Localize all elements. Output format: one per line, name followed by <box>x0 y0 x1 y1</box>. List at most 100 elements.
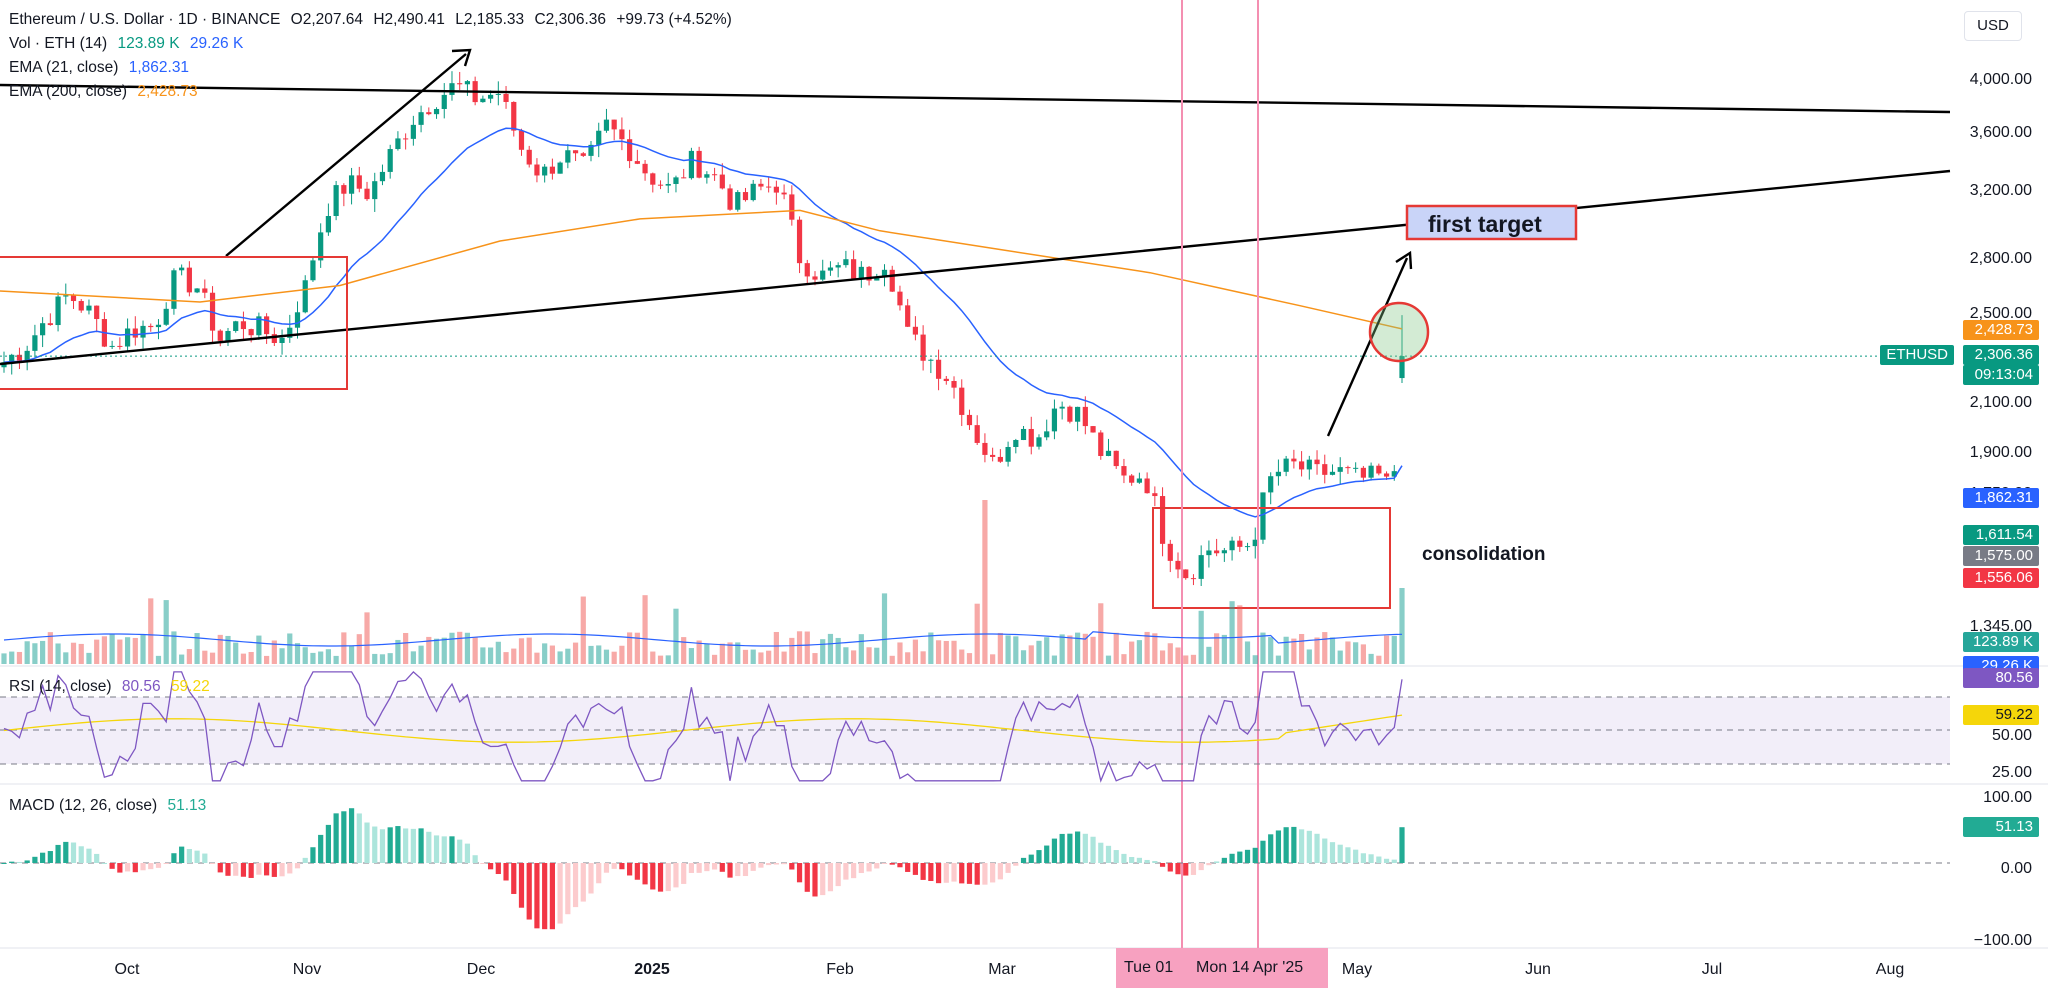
macd-bar <box>974 863 980 885</box>
volume-bar <box>1275 655 1282 664</box>
volume-bar <box>1082 633 1088 664</box>
macd-bar <box>766 863 772 866</box>
macd-bar <box>356 813 362 863</box>
first-target-box <box>1405 204 1578 241</box>
volume-bar <box>1237 605 1243 664</box>
rsi-label: RSI (14, close) <box>9 678 112 695</box>
candle-body <box>155 324 162 328</box>
macd-bar <box>503 863 509 881</box>
volume-value: 123.89 K <box>117 35 180 52</box>
macd-bar <box>426 831 432 863</box>
price-tag-1611: 1,611.54 <box>1963 525 2039 545</box>
macd-bar <box>132 863 138 873</box>
volume-bar <box>874 647 880 664</box>
macd-bar <box>804 863 810 892</box>
candle-body <box>796 219 803 264</box>
ema200-legend[interactable]: EMA (200, close) 2,428.73 <box>9 82 198 102</box>
candle-body <box>758 183 764 187</box>
ema21-legend[interactable]: EMA (21, close) 1,862.31 <box>9 58 189 78</box>
candle-body <box>526 149 532 165</box>
volume-bar <box>1121 654 1127 664</box>
macd-bar <box>812 863 818 897</box>
candle-body <box>1090 426 1096 433</box>
candle-body <box>982 442 988 455</box>
macd-bar <box>1306 830 1312 863</box>
volume-bar <box>70 642 77 664</box>
candle-body <box>1044 431 1050 438</box>
currency-button[interactable]: USD <box>1964 11 2022 41</box>
volume-legend[interactable]: Vol · ETH (14) 123.89 K 29.26 K <box>9 34 243 54</box>
candle-body <box>217 330 223 341</box>
candle-body <box>1306 459 1312 470</box>
macd-axis-tick-0: 100.00 <box>1983 789 2032 806</box>
candle-body <box>542 166 548 176</box>
range-box-left <box>0 256 348 390</box>
volume-bar <box>1383 635 1390 664</box>
macd-bar <box>820 863 826 896</box>
candle-body <box>518 130 525 150</box>
volume-bar <box>302 647 308 664</box>
volume-bar <box>943 640 949 664</box>
macd-bar <box>696 863 702 873</box>
time-axis-tick-1: Nov <box>293 961 321 978</box>
macd-bar <box>827 863 834 892</box>
candle-body <box>495 93 501 95</box>
macd-bar <box>1198 863 1204 871</box>
volume-bar <box>279 648 285 664</box>
macd-bar <box>372 826 378 863</box>
candle-body <box>433 108 440 115</box>
volume-bar <box>325 649 331 664</box>
candle-body <box>449 83 455 95</box>
candle-body <box>70 295 77 302</box>
volume-bar <box>264 655 270 664</box>
macd-bar <box>1399 827 1405 863</box>
macd-bar <box>789 863 795 870</box>
candle-body <box>457 83 463 85</box>
candle-body <box>403 138 409 140</box>
ema200-touch-circle <box>1368 301 1430 363</box>
candle-body <box>1368 465 1374 478</box>
volume-bar <box>1244 641 1251 664</box>
macd-bar <box>1144 859 1150 863</box>
volume-bar <box>1345 641 1351 664</box>
volume-bar <box>997 632 1003 664</box>
candle-body <box>503 93 509 102</box>
time-axis-tick-3: 2025 <box>634 961 670 978</box>
candle-body <box>186 267 192 293</box>
volume-bar <box>1075 632 1081 664</box>
candle-body <box>943 378 949 382</box>
volume-bar <box>827 633 834 664</box>
time-axis-tick-2: Dec <box>467 961 495 978</box>
volume-bar <box>202 650 208 664</box>
rsi-axis-tick-1: 25.00 <box>1992 764 2032 781</box>
macd-bar <box>1383 858 1390 863</box>
macd-bar <box>101 862 108 864</box>
volume-bar <box>1136 640 1142 664</box>
macd-bar <box>433 835 440 863</box>
rsi-legend[interactable]: RSI (14, close) 80.56 59.22 <box>9 678 210 696</box>
candle-body <box>302 280 308 313</box>
volume-bar <box>271 640 277 664</box>
macd-bar <box>1376 856 1382 863</box>
candle-body <box>858 266 864 279</box>
volume-bar <box>881 593 888 664</box>
candle-body <box>387 149 393 172</box>
candle-body <box>997 456 1003 462</box>
time-axis-tick-5: Mar <box>988 961 1016 978</box>
volume-bar <box>951 640 957 664</box>
macd-legend[interactable]: MACD (12, 26, close) 51.13 <box>9 797 206 815</box>
macd-bar <box>1244 849 1251 863</box>
volume-bar <box>665 655 671 664</box>
rsi-value-tag: 80.56 <box>1963 668 2039 688</box>
candle-body <box>557 162 563 174</box>
time-axis-tick-8: Jul <box>1702 961 1722 978</box>
macd-bar <box>928 863 934 882</box>
volume-bar <box>1329 637 1336 664</box>
macd-bar <box>518 863 525 908</box>
volume-bar <box>1337 650 1343 664</box>
candle-body <box>1252 539 1258 547</box>
candle-body <box>372 181 378 200</box>
candle-body <box>704 174 710 178</box>
symbol-title[interactable]: Ethereum / U.S. Dollar · 1D · BINANCE <box>9 11 281 28</box>
